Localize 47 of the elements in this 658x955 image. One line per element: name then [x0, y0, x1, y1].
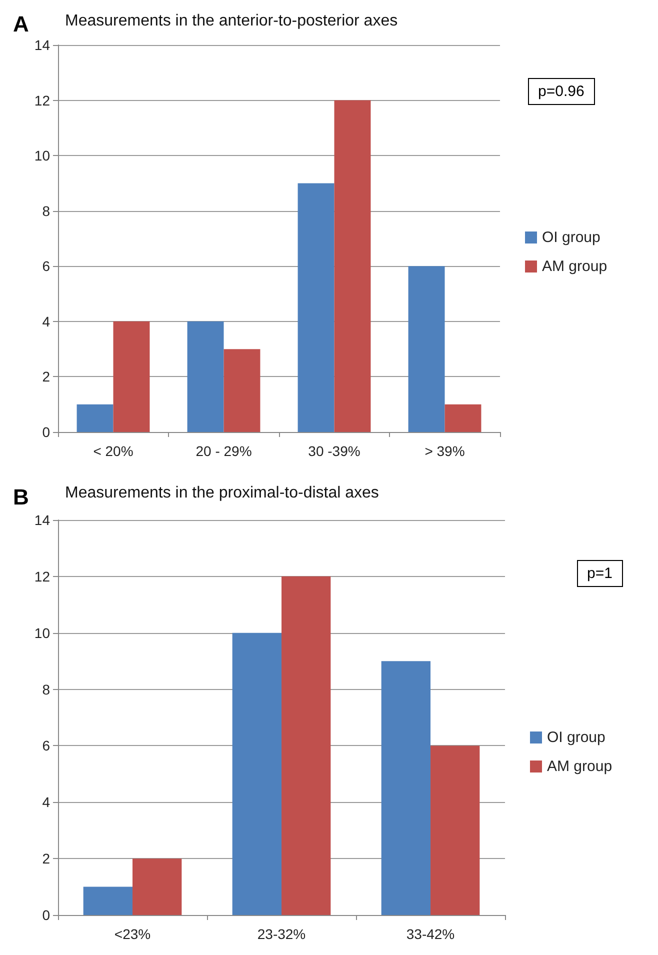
y-tick-label: 14	[34, 37, 50, 53]
y-tick-label: 2	[42, 368, 50, 385]
legend-label: AM group	[542, 258, 608, 275]
x-tick-label: 33-42%	[406, 926, 455, 942]
y-tick-label: 8	[42, 202, 50, 219]
y-tick-label: 8	[42, 681, 50, 698]
y-tick-label: 0	[42, 424, 50, 440]
bar	[224, 349, 260, 432]
y-tick-label: 12	[34, 568, 50, 584]
bar	[334, 100, 371, 432]
text: B	[13, 484, 29, 510]
chart-title: Measurements in the anterior-to-posterior axes	[65, 12, 398, 30]
text: p=1	[587, 565, 612, 582]
y-tick-label: 4	[42, 794, 50, 810]
bar	[430, 746, 480, 915]
bar	[408, 266, 445, 432]
y-tick-label: 14	[34, 512, 50, 528]
x-tick-label: < 20%	[93, 443, 134, 459]
bar	[381, 661, 430, 915]
bar	[113, 321, 150, 432]
bar	[232, 632, 282, 915]
chart-title: Measurements in the proximal-to-distal axes	[65, 484, 379, 502]
text: p=0.96	[538, 83, 584, 100]
y-tick-label: 6	[42, 258, 50, 274]
y-tick-label: 12	[34, 92, 50, 108]
legend-label: OI group	[547, 729, 606, 746]
y-tick-label: 0	[42, 907, 50, 923]
bar	[76, 404, 114, 432]
bar	[298, 183, 334, 432]
bar	[187, 321, 224, 432]
y-tick-label: 10	[34, 624, 50, 641]
y-tick-label: 2	[42, 850, 50, 867]
bar	[83, 886, 132, 915]
x-tick-label: > 39%	[424, 443, 465, 459]
x-tick-label: 20 - 29%	[196, 443, 252, 459]
legend-label: OI group	[542, 229, 600, 246]
bar	[282, 576, 331, 915]
x-tick-label: <23%	[114, 926, 151, 942]
bar	[444, 404, 482, 432]
x-tick-label: 23-32%	[257, 926, 306, 942]
y-tick-label: 6	[42, 738, 50, 754]
x-tick-label: 30 -39%	[308, 443, 360, 459]
bar	[132, 858, 182, 915]
text: A	[13, 12, 29, 36]
y-tick-label: 10	[34, 148, 50, 164]
legend-label: AM group	[547, 758, 612, 775]
y-tick-label: 4	[42, 313, 50, 330]
